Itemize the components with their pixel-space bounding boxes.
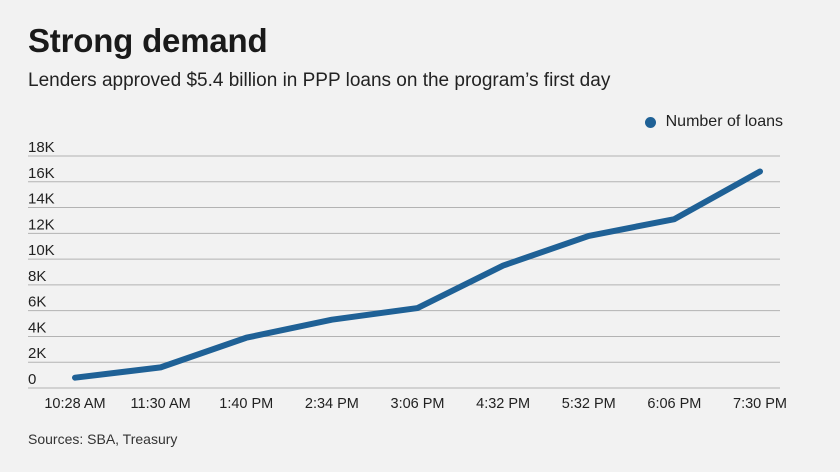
y-tick-label: 8K xyxy=(28,268,46,285)
chart-title: Strong demand xyxy=(28,22,268,59)
source-note: Sources: SBA, Treasury xyxy=(28,431,178,447)
x-tick-label: 1:40 PM xyxy=(219,396,273,412)
x-tick-label: 4:32 PM xyxy=(476,396,530,412)
y-tick-label: 0 xyxy=(28,371,36,388)
data-point xyxy=(331,319,332,320)
data-point xyxy=(160,367,161,368)
data-point xyxy=(417,308,418,309)
legend-marker xyxy=(644,116,656,128)
y-tick-label: 6K xyxy=(28,294,46,311)
y-tick-label: 14K xyxy=(28,191,55,208)
y-tick-label: 4K xyxy=(28,319,46,336)
x-tick-label: 10:28 AM xyxy=(44,396,105,412)
data-point xyxy=(588,235,589,236)
y-tick-label: 12K xyxy=(28,216,55,233)
legend: Number of loans xyxy=(644,113,783,131)
legend-label: Number of loans xyxy=(665,113,783,130)
x-tick-label: 3:06 PM xyxy=(391,396,445,412)
x-tick-label: 6:06 PM xyxy=(647,396,701,412)
data-point xyxy=(246,337,247,338)
chart-subtitle: Lenders approved $5.4 billion in PPP loa… xyxy=(28,70,611,91)
data-point xyxy=(75,377,76,378)
data-point xyxy=(760,171,761,172)
x-tick-label: 5:32 PM xyxy=(562,396,616,412)
y-tick-label: 10K xyxy=(28,242,55,259)
x-tick-label: 7:30 PM xyxy=(733,396,787,412)
data-point xyxy=(674,219,675,220)
data-point xyxy=(503,265,504,266)
x-tick-label: 2:34 PM xyxy=(305,396,359,412)
y-tick-label: 2K xyxy=(28,345,46,362)
y-tick-label: 16K xyxy=(28,165,55,182)
y-tick-label: 18K xyxy=(28,139,55,156)
x-tick-label: 11:30 AM xyxy=(131,396,191,412)
series-line-number-of-loans xyxy=(72,168,763,381)
